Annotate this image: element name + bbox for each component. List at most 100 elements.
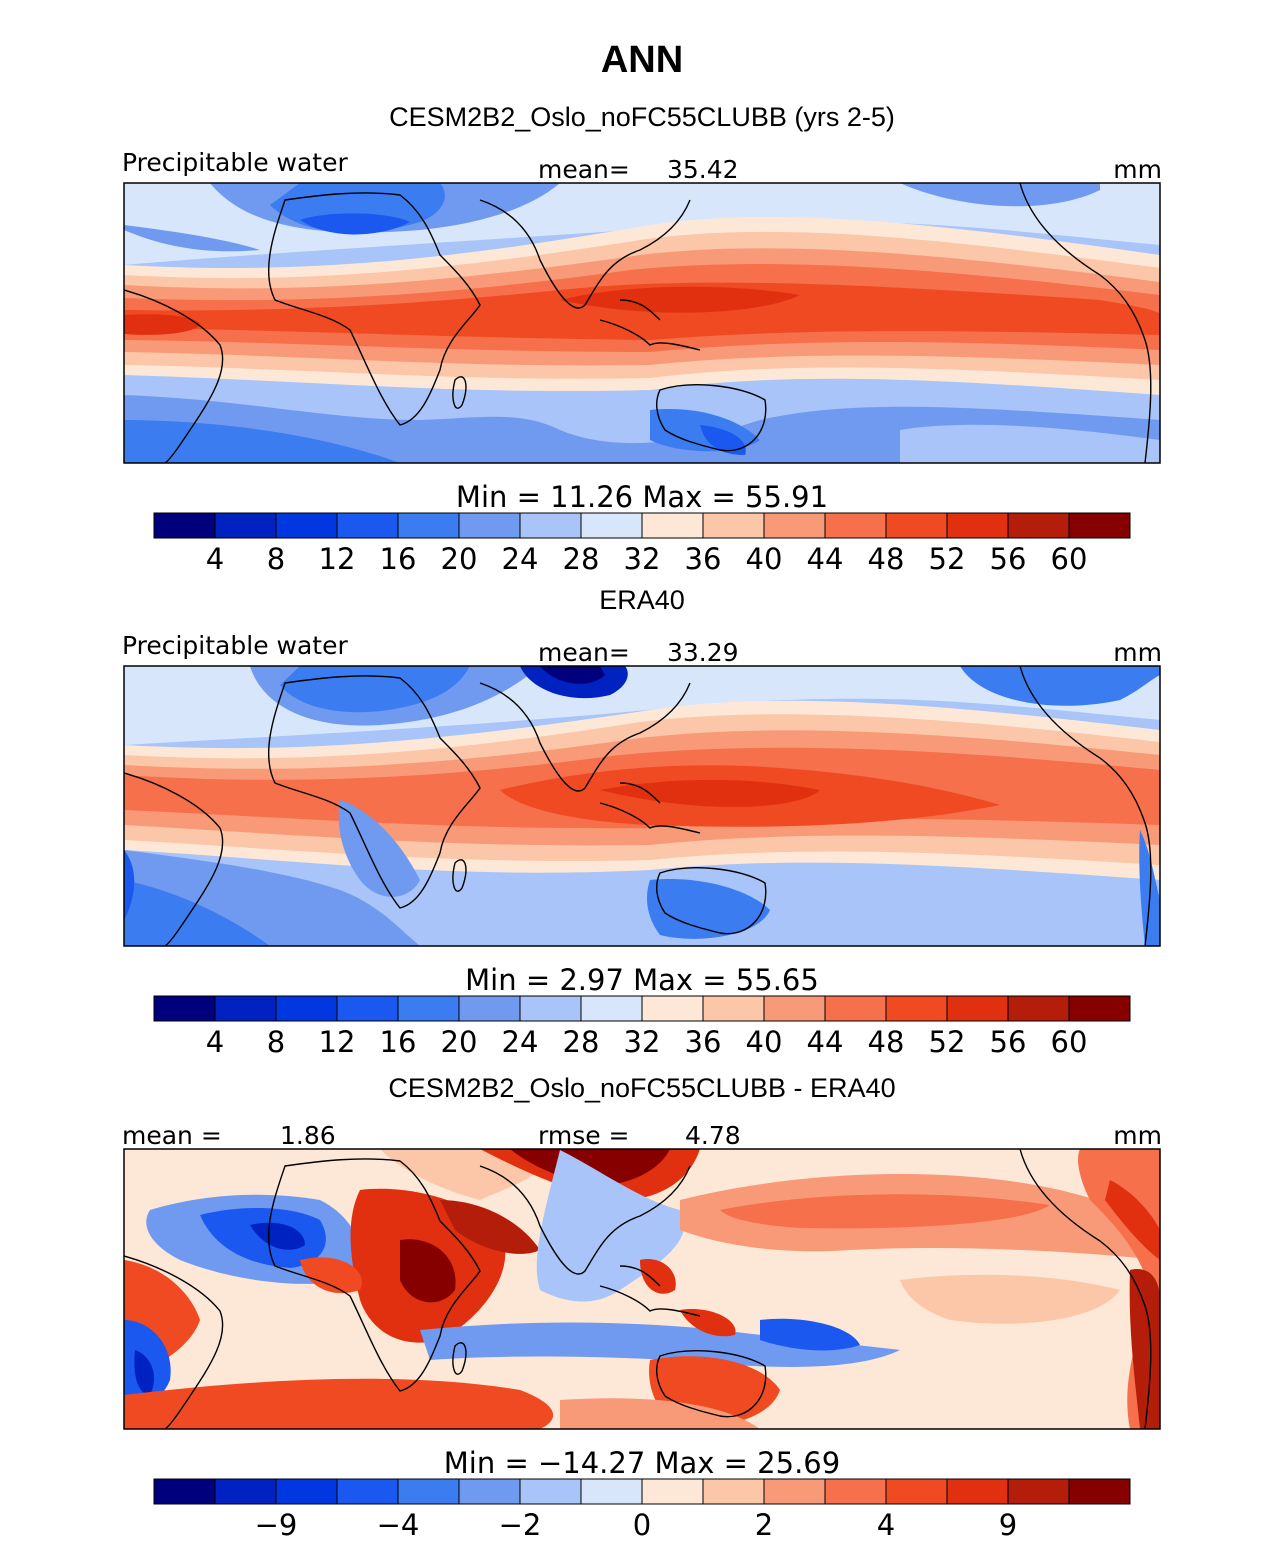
- rmse-label: rmse =: [538, 1121, 630, 1150]
- colorbar-tick-label: 44: [807, 542, 844, 576]
- variable-label: Precipitable water: [122, 631, 348, 660]
- colorbar-box: [580, 512, 643, 539]
- colorbar-box: [275, 1478, 338, 1505]
- contour-band: [124, 1149, 560, 1200]
- contour-band: [300, 213, 410, 235]
- colorbar-box: [702, 995, 765, 1022]
- coastlines: [124, 1149, 1152, 1429]
- colorbar-box: [1007, 995, 1070, 1022]
- colorbar-tick-label: 16: [380, 1025, 417, 1059]
- colorbar-box: [641, 1478, 704, 1505]
- colorbar-box: [336, 512, 399, 539]
- contour-band: [124, 314, 200, 335]
- colorbar-box: [1068, 512, 1131, 539]
- colorbar-box: [519, 1478, 582, 1505]
- contour-band: [900, 183, 1100, 207]
- contour-band: [700, 425, 746, 455]
- panel-title: CESM2B2_Oslo_noFC55CLUBB (yrs 2-5): [389, 102, 895, 132]
- contour-band: [440, 1200, 540, 1254]
- contour-band: [900, 1274, 1120, 1324]
- mean-value: 35.42: [667, 155, 739, 184]
- colorbar-tick-label: 20: [441, 542, 478, 576]
- colorbar-tick-label: 4: [206, 542, 224, 576]
- colorbar-box: [458, 995, 521, 1022]
- colorbar-tick-label: 60: [1051, 542, 1088, 576]
- colorbar-tick-label: 36: [685, 1025, 722, 1059]
- colorbar-box: [214, 512, 277, 539]
- colorbar-box: [885, 1478, 948, 1505]
- colorbar-tick-label: −4: [377, 1508, 420, 1541]
- colorbar-box: [519, 512, 582, 539]
- colorbar-tick-label: 32: [624, 1025, 661, 1059]
- colorbar-box: [885, 512, 948, 539]
- contour-band: [134, 1350, 155, 1395]
- colorbar: 4 8 12 16 20 24 28 32 36 40 44 48 52 56 60: [153, 995, 1131, 1059]
- colorbar-tick-label: 24: [502, 1025, 539, 1059]
- colorbar-tick-label: 4: [206, 1025, 224, 1059]
- contour-band: [560, 1398, 760, 1429]
- map-field: [124, 666, 1160, 946]
- colorbar-box: [1007, 512, 1070, 539]
- contour-band: [300, 1257, 362, 1294]
- colorbar-tick-label: 52: [929, 542, 966, 576]
- map-frame: [123, 182, 1161, 464]
- contour-band: [400, 1239, 456, 1303]
- contour-band: [540, 666, 605, 684]
- contour-band: [720, 1194, 1050, 1229]
- figure-title: ANN: [601, 39, 683, 81]
- colorbar-box: [519, 995, 582, 1022]
- colorbar-tick-label: −2: [499, 1508, 542, 1541]
- contour-band: [124, 850, 135, 920]
- colorbar-box: [153, 512, 216, 539]
- colorbar-tick-label: 56: [990, 1025, 1027, 1059]
- units-label: mm: [1113, 155, 1162, 184]
- colorbar-tick-label: 52: [929, 1025, 966, 1059]
- colorbar-tick-label: 12: [319, 542, 356, 576]
- colorbar-tick-label: 8: [267, 1025, 285, 1059]
- contour-band: [680, 1309, 736, 1337]
- colorbar: 4 8 12 16 20 24 28 32 36 40 44 48 52 56 60: [153, 512, 1131, 576]
- panel-obs: ERA40 Precipitable water mean= 33.29 mm: [122, 585, 1162, 1059]
- contour-band: [420, 1322, 900, 1367]
- colorbar-box: [946, 512, 1009, 539]
- colorbar-box: [824, 512, 887, 539]
- map-field: [124, 183, 1160, 463]
- contour-band: [1105, 1180, 1160, 1260]
- colorbar-tick-label: 2: [755, 1508, 773, 1541]
- units-label: mm: [1113, 638, 1162, 667]
- colorbar-box: [946, 995, 1009, 1022]
- contour-band: [338, 800, 420, 897]
- contour-band: [560, 286, 800, 313]
- colorbar: −9 −4 −2 0 2 4 9: [153, 1478, 1131, 1541]
- map-field: [124, 1149, 1160, 1429]
- colorbar-tick-label: 60: [1051, 1025, 1088, 1059]
- colorbar-tick-label: 24: [502, 542, 539, 576]
- colorbar-tick-label: −9: [255, 1508, 298, 1541]
- colorbar-box: [580, 1478, 643, 1505]
- colorbar-tick-label: 4: [877, 1508, 895, 1541]
- colorbar-tick-label: 44: [807, 1025, 844, 1059]
- contour-band: [124, 225, 260, 252]
- colorbar-tick-label: 28: [563, 542, 600, 576]
- mean-value: 33.29: [667, 638, 739, 667]
- colorbar-box: [153, 995, 216, 1022]
- colorbar-box: [824, 995, 887, 1022]
- colorbar-tick-label: 48: [868, 542, 905, 576]
- rmse-value: 4.78: [685, 1121, 741, 1150]
- colorbar-tick-label: 48: [868, 1025, 905, 1059]
- colorbar-box: [336, 1478, 399, 1505]
- colorbar-tick-label: 56: [990, 542, 1027, 576]
- colorbar-box: [458, 512, 521, 539]
- colorbar-box: [458, 1478, 521, 1505]
- colorbar-tick-label: 32: [624, 542, 661, 576]
- panel-title: ERA40: [599, 585, 685, 615]
- minmax-label: Min = 11.26 Max = 55.91: [456, 480, 828, 514]
- colorbar-tick-label: 36: [685, 542, 722, 576]
- colorbar-box: [214, 1478, 277, 1505]
- contour-band: [124, 1378, 554, 1429]
- contour-band: [647, 879, 770, 939]
- map-frame: [123, 665, 1161, 947]
- minmax-label: Min = 2.97 Max = 55.65: [465, 963, 819, 997]
- panel-model: CESM2B2_Oslo_noFC55CLUBB (yrs 2-5) Preci…: [122, 102, 1162, 576]
- mean-label: mean=: [538, 638, 630, 667]
